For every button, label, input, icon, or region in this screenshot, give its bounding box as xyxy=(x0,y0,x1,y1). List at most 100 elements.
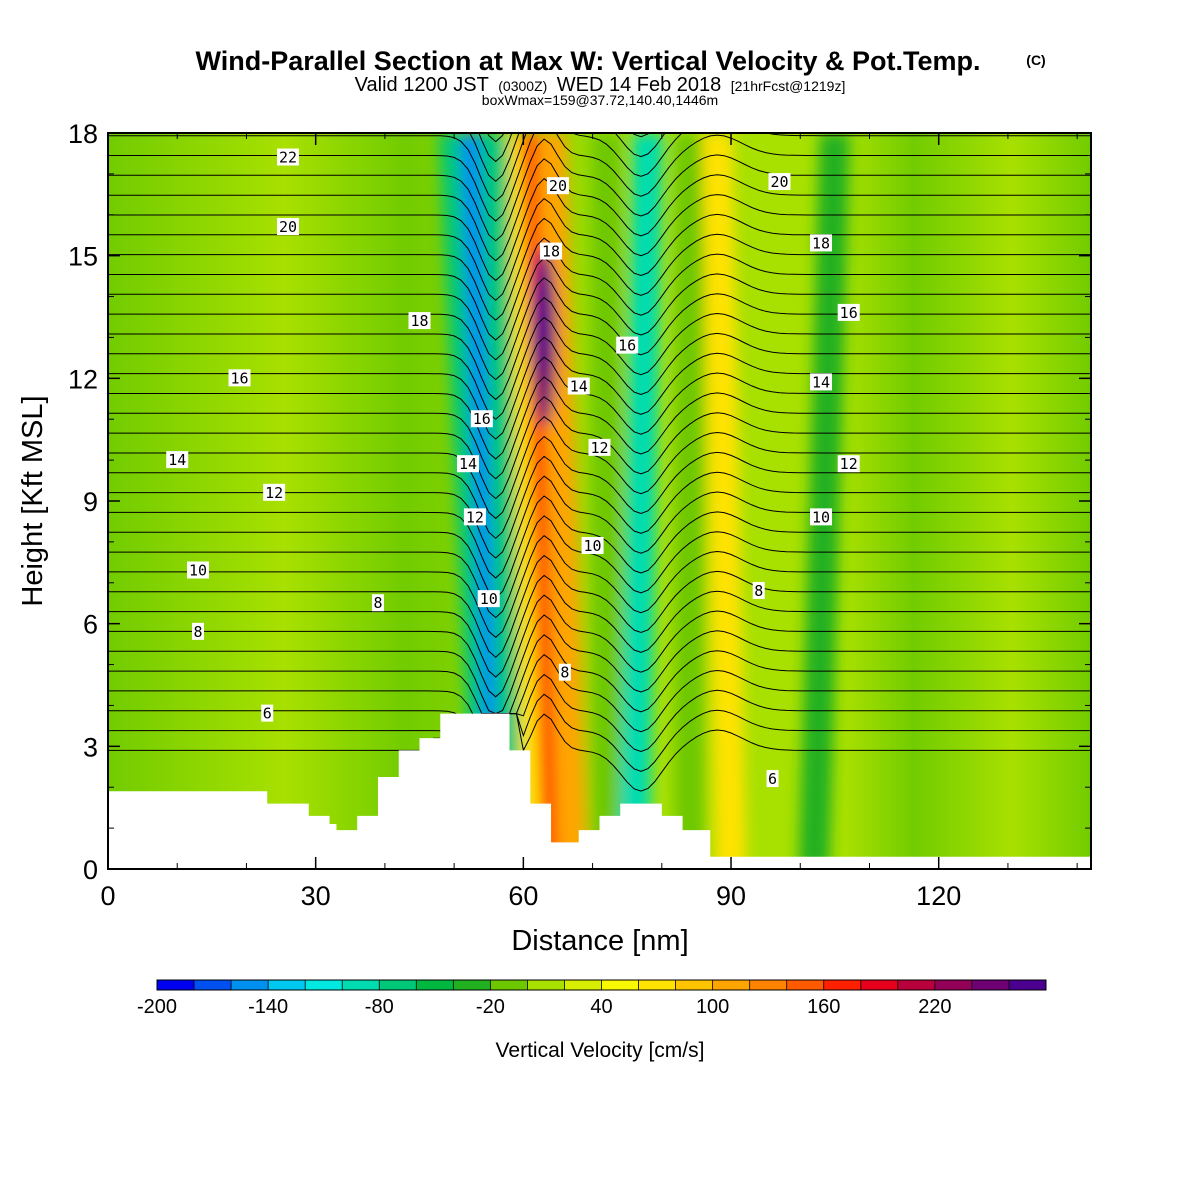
colorbar-tick-label: 160 xyxy=(807,996,840,1018)
chart-title: Wind-Parallel Section at Max W: Vertical… xyxy=(196,46,981,76)
svg-text:14: 14 xyxy=(459,455,477,473)
y-axis: 0 3 6 9 12 15 18 xyxy=(68,119,1091,885)
isotherm-8 xyxy=(108,634,1091,715)
svg-text:18: 18 xyxy=(812,234,830,252)
colorbar-swatch xyxy=(268,980,306,990)
svg-text:16: 16 xyxy=(473,410,491,428)
y-tick-label: 12 xyxy=(68,364,98,394)
svg-text:10: 10 xyxy=(480,590,498,608)
svg-text:20: 20 xyxy=(549,177,567,195)
plot-area: 22 20 18 16 14 12 10 8 8 6 16 14 12 10 20 18 14 12 10 8 16 20… xyxy=(108,133,1091,869)
svg-text:10: 10 xyxy=(812,508,830,526)
contour-label: 6 xyxy=(766,770,779,788)
svg-text:12: 12 xyxy=(840,455,858,473)
colorbar-swatch xyxy=(675,980,714,990)
isotherm-13 xyxy=(108,435,1091,539)
svg-text:8: 8 xyxy=(560,664,569,682)
contour-labels: 22 20 18 16 14 12 10 8 8 6 16 14 12 10 20 18 14 12 10 8 16 20… xyxy=(166,148,860,788)
svg-text:16: 16 xyxy=(230,369,248,387)
svg-text:18: 18 xyxy=(410,312,428,330)
isotherm-16.5 xyxy=(108,297,1091,401)
colorbar-swatch xyxy=(601,980,640,990)
x-tick-label: 90 xyxy=(716,881,746,911)
colorbar-swatch xyxy=(934,980,973,990)
contour-label: 6 xyxy=(261,704,274,723)
isotherm-9 xyxy=(108,594,1091,698)
colorbar-swatch xyxy=(379,980,417,990)
contour-label: 14 xyxy=(456,455,479,473)
valid-time: Valid 1200 JST xyxy=(355,74,489,96)
isotherm-10 xyxy=(108,554,1091,658)
contour-label: 8 xyxy=(191,622,204,641)
contour-label: 8 xyxy=(752,581,765,600)
contour-label: 8 xyxy=(558,663,571,682)
contour-label: 18 xyxy=(540,242,563,261)
isotherm-14.5 xyxy=(108,376,1091,480)
svg-text:18: 18 xyxy=(542,243,560,261)
isotherm-14 xyxy=(108,396,1091,500)
colorbar-tick-label: 100 xyxy=(696,996,729,1018)
isotherm-15.5 xyxy=(108,336,1091,440)
isotherm-19.5 xyxy=(108,178,1091,282)
colorbar-tick-label: -200 xyxy=(137,996,177,1018)
y-tick-label: 0 xyxy=(83,855,98,885)
svg-text:20: 20 xyxy=(279,218,297,236)
terrain xyxy=(108,713,1091,869)
isotherm-21 xyxy=(108,133,1091,222)
svg-text:10: 10 xyxy=(584,537,602,555)
contour-label: 20 xyxy=(546,177,569,195)
colorbar-swatch xyxy=(971,980,1010,990)
x-axis: 0 30 60 90 120 xyxy=(100,133,1078,911)
x-tick-label: 120 xyxy=(916,881,961,911)
valid-date: WED 14 Feb 2018 xyxy=(557,74,722,96)
isotherm-13.5 xyxy=(108,416,1091,520)
colorbar-swatch xyxy=(342,980,380,990)
chart-subtitle: Valid 1200 JST (0300Z) WED 14 Feb 2018 [… xyxy=(355,74,846,96)
isotherm-18.5 xyxy=(108,217,1091,321)
theta-isotherms xyxy=(108,133,1091,792)
colorbar-tick-label: 40 xyxy=(590,996,612,1018)
y-tick-label: 6 xyxy=(83,610,98,640)
colorbar-swatch xyxy=(786,980,825,990)
colorbar-swatch xyxy=(194,980,232,990)
isotherm-12 xyxy=(108,475,1091,579)
contour-label: 14 xyxy=(166,451,189,469)
x-axis-label: Distance [nm] xyxy=(511,925,688,957)
isotherm-16 xyxy=(108,316,1091,420)
y-tick-label: 15 xyxy=(68,242,98,272)
isotherm-17.5 xyxy=(108,257,1091,361)
contour-label: 16 xyxy=(616,336,639,355)
y-tick-label: 18 xyxy=(68,119,98,149)
forecast-info: [21hrFcst@1219z] xyxy=(731,78,846,94)
contour-label: 10 xyxy=(581,536,604,555)
x-tick-label: 30 xyxy=(301,881,331,911)
contour-label: 16 xyxy=(228,369,251,387)
contour-label: 12 xyxy=(588,438,611,457)
colorbar-swatch xyxy=(453,980,491,990)
isotherm-8.5 xyxy=(108,614,1091,715)
isotherm-10.5 xyxy=(108,535,1091,638)
contour-label: 10 xyxy=(810,508,833,526)
svg-text:8: 8 xyxy=(373,594,382,612)
contour-label: 20 xyxy=(768,173,791,191)
colorbar-swatch xyxy=(860,980,899,990)
box-wmax-info: boxWmax=159@37.72,140.40,1446m xyxy=(482,92,718,108)
contour-label: 10 xyxy=(186,561,209,580)
colorbar-ticks: -200 -140 -80 -20 40 100 160 220 xyxy=(137,996,952,1018)
contour-label: 8 xyxy=(371,594,384,612)
isotherm-6 xyxy=(108,713,1091,792)
x-tick-label: 60 xyxy=(508,881,538,911)
svg-text:6: 6 xyxy=(768,770,777,788)
isotherm-19 xyxy=(108,197,1091,301)
svg-text:6: 6 xyxy=(263,705,272,723)
colorbar-swatch xyxy=(305,980,343,990)
colorbar-swatch xyxy=(638,980,677,990)
svg-text:20: 20 xyxy=(770,173,788,191)
contour-label: 12 xyxy=(837,455,860,473)
svg-text:22: 22 xyxy=(279,149,297,167)
isotherm-11.5 xyxy=(108,495,1091,599)
colorbar-tick-label: -140 xyxy=(248,996,288,1018)
svg-text:12: 12 xyxy=(466,508,484,526)
colorbar-swatch xyxy=(157,980,195,990)
colorbar-swatch xyxy=(823,980,862,990)
